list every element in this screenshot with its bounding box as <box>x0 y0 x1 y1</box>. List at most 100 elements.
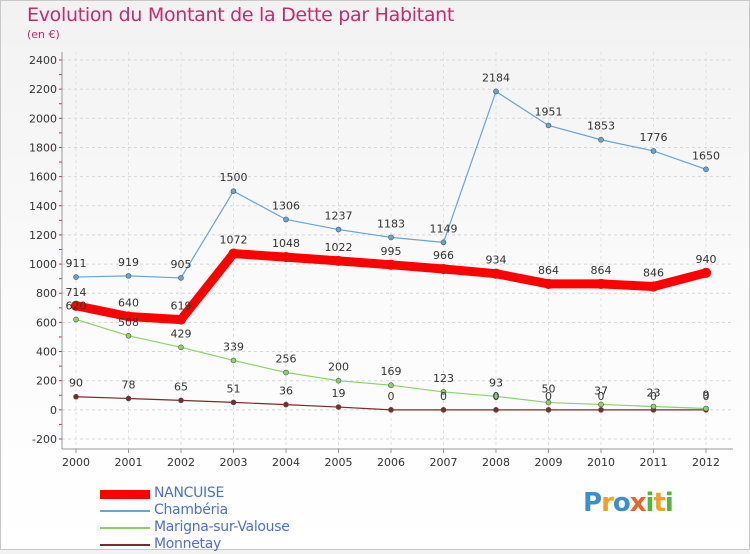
data-label: 846 <box>643 267 664 280</box>
data-point <box>280 252 292 263</box>
data-label: 1776 <box>640 131 668 144</box>
logo-letter: i <box>664 488 674 518</box>
data-label: 905 <box>171 258 192 271</box>
data-label: 0 <box>545 390 552 403</box>
y-tick-label: 400 <box>36 346 57 359</box>
data-label: 0 <box>388 390 395 403</box>
chart-subtitle: (en €) <box>27 28 60 41</box>
data-label: 1149 <box>430 222 458 235</box>
data-point <box>73 316 79 323</box>
data-point <box>388 407 394 413</box>
data-point <box>545 122 552 129</box>
data-label: 169 <box>381 365 402 378</box>
data-label: 1853 <box>587 120 615 133</box>
data-point <box>230 399 237 406</box>
legend-swatch <box>100 510 150 512</box>
data-point <box>545 407 552 413</box>
data-point <box>178 344 184 351</box>
proxiti-logo: Proxiti <box>583 488 674 518</box>
data-point <box>493 407 499 413</box>
legend-label: Monnetay <box>154 536 221 552</box>
data-label: 1500 <box>220 171 248 184</box>
data-label: 36 <box>279 385 293 398</box>
data-label: 0 <box>650 390 657 403</box>
y-tick-label: 1000 <box>29 258 57 271</box>
data-point <box>123 311 134 322</box>
data-label: 429 <box>171 327 192 340</box>
legend-swatch <box>100 489 150 499</box>
legend-label: Chambéria <box>154 502 228 518</box>
x-tick-label: 2008 <box>482 456 510 469</box>
x-tick-label: 2001 <box>115 456 143 469</box>
y-tick-label: 1200 <box>29 229 57 242</box>
data-point <box>700 267 712 278</box>
data-label: 966 <box>433 249 454 262</box>
data-label: 0 <box>598 390 605 403</box>
x-tick-label: 2011 <box>640 456 668 469</box>
data-label: 9 <box>703 389 710 402</box>
x-tick-label: 2006 <box>377 456 405 469</box>
data-point <box>385 259 397 270</box>
data-point <box>438 263 449 275</box>
data-label: 934 <box>486 254 507 267</box>
logo-letter: r <box>601 488 614 518</box>
data-label: 90 <box>69 377 83 390</box>
data-label: 1048 <box>272 237 300 250</box>
x-tick-label: 2009 <box>535 456 563 469</box>
data-point <box>178 397 184 404</box>
data-label: 864 <box>538 264 559 277</box>
data-point <box>595 278 607 289</box>
data-label: 714 <box>66 286 87 299</box>
logo-letter: P <box>583 488 602 518</box>
data-label: 339 <box>223 340 244 353</box>
data-point <box>440 239 447 246</box>
chart-title: Evolution du Montant de la Dette par Hab… <box>27 4 455 26</box>
data-point <box>543 278 554 289</box>
data-label: 1183 <box>377 217 405 230</box>
data-label: 1650 <box>692 149 720 162</box>
data-label: 911 <box>66 257 87 270</box>
x-tick-label: 2010 <box>587 456 615 469</box>
y-tick-label: 1600 <box>29 171 57 184</box>
data-point <box>493 88 499 95</box>
data-label: 50 <box>542 383 556 396</box>
x-tick-label: 2000 <box>62 456 90 469</box>
y-tick-label: 1400 <box>29 200 57 213</box>
legend-swatch <box>100 544 150 546</box>
data-point <box>650 403 657 410</box>
legend-label: Marigna-sur-Valouse <box>154 519 290 535</box>
data-point <box>440 389 447 395</box>
y-tick-label: 1800 <box>29 141 57 154</box>
data-label: 1072 <box>220 234 248 247</box>
data-point <box>335 404 342 410</box>
data-label: 51 <box>227 382 241 395</box>
data-label: 19 <box>332 387 346 400</box>
legend-swatch <box>100 527 150 529</box>
data-label: 1951 <box>535 105 563 118</box>
logo-letter: i <box>645 488 655 518</box>
data-label: 0 <box>440 390 447 403</box>
data-point <box>703 166 709 173</box>
x-tick-label: 2005 <box>325 456 353 469</box>
data-point <box>440 407 447 413</box>
data-point <box>73 274 79 280</box>
data-point <box>178 275 184 281</box>
data-point <box>70 300 82 311</box>
data-label: 0 <box>703 390 710 403</box>
data-label: 940 <box>696 253 717 266</box>
legend-label: NANCUISE <box>154 485 225 501</box>
data-point <box>230 357 237 364</box>
data-point <box>230 188 237 194</box>
y-tick-label: 200 <box>36 375 57 388</box>
data-point <box>283 216 289 223</box>
data-label: 919 <box>118 256 139 269</box>
data-label: 78 <box>122 378 136 391</box>
data-point <box>335 226 342 233</box>
data-point <box>650 148 657 154</box>
data-label: 1022 <box>325 241 353 254</box>
data-point <box>228 248 239 259</box>
data-point <box>333 255 344 266</box>
x-tick-label: 2003 <box>220 456 248 469</box>
data-label: 200 <box>328 361 349 374</box>
